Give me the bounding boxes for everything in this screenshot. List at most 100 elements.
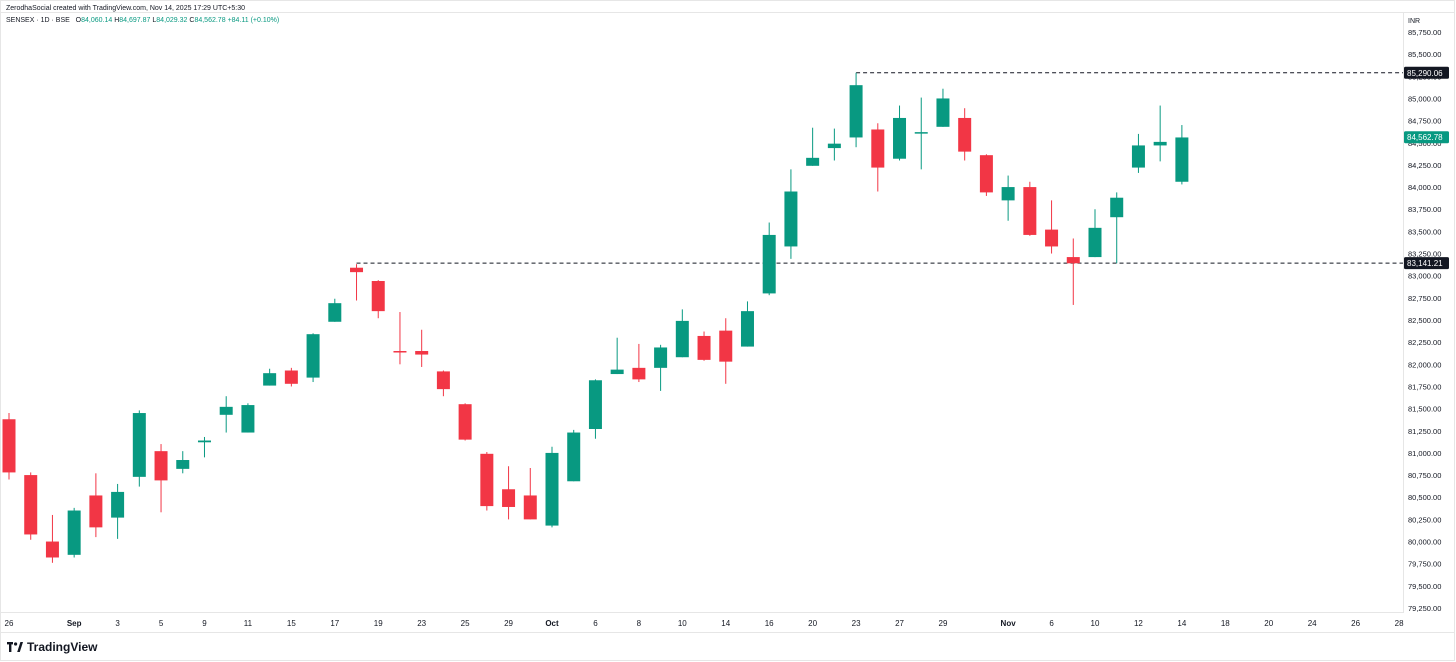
x-tick-label: 23 (852, 619, 861, 628)
candle-body[interactable] (154, 451, 168, 481)
candle-body[interactable] (350, 267, 364, 273)
x-tick-label: 9 (202, 619, 207, 628)
candle-body[interactable] (784, 191, 798, 247)
price-axis[interactable]: 85,750.0085,500.0085,250.0085,000.0084,7… (1408, 28, 1441, 613)
open-label: O (75, 17, 82, 24)
candle-body[interactable] (914, 132, 928, 134)
y-tick-label: 80,750.00 (1408, 471, 1441, 480)
candle-body[interactable] (588, 380, 602, 429)
candle-body[interactable] (1001, 187, 1015, 201)
candle-body[interactable] (284, 370, 298, 384)
candle-body[interactable] (827, 143, 841, 149)
ohlc-legend: SENSEX · 1D · BSE O84,060.14 H84,697.87 … (6, 17, 279, 24)
candle-body[interactable] (762, 234, 776, 294)
y-tick-label: 85,500.00 (1408, 50, 1441, 59)
candle-body[interactable] (1066, 257, 1080, 264)
price-tag-box (1404, 131, 1449, 144)
candle-body[interactable] (306, 334, 320, 378)
candle-body[interactable] (958, 117, 972, 152)
candle-body[interactable] (610, 369, 624, 375)
candle-body[interactable] (458, 404, 472, 440)
tradingview-logo-text: TradingView (27, 640, 98, 654)
candle-body[interactable] (45, 541, 59, 558)
candle-body[interactable] (502, 489, 516, 507)
y-tick-label: 83,250.00 (1408, 250, 1441, 259)
candle-body[interactable] (871, 129, 885, 168)
candle-body[interactable] (67, 510, 81, 555)
x-tick-label: 17 (330, 619, 339, 628)
candle-body[interactable] (523, 495, 537, 520)
candle-body[interactable] (545, 452, 559, 526)
candle-body[interactable] (480, 453, 494, 507)
candle-body[interactable] (393, 351, 407, 353)
horizontal-levels (356, 72, 1404, 264)
y-tick-label: 80,250.00 (1408, 515, 1441, 524)
tradingview-brand[interactable]: TradingView (7, 640, 97, 654)
candle-body[interactable] (111, 491, 125, 518)
x-tick-label: 5 (159, 619, 164, 628)
x-tick-label: 14 (721, 619, 730, 628)
y-tick-label: 84,750.00 (1408, 117, 1441, 126)
candle-body[interactable] (197, 440, 211, 443)
price-tag-box (1404, 66, 1449, 79)
candle-body[interactable] (1131, 145, 1145, 168)
candle-body[interactable] (2, 419, 16, 473)
candlestick-chart[interactable]: INR 85,750.0085,500.0085,250.0085,000.00… (0, 0, 1456, 632)
candle-body[interactable] (132, 413, 146, 477)
candle-body[interactable] (567, 432, 581, 482)
x-tick-label: Sep (67, 619, 82, 628)
candle-body[interactable] (1088, 227, 1102, 258)
candles-group (2, 72, 1189, 563)
candle-body[interactable] (1110, 197, 1124, 218)
candle-body[interactable] (371, 281, 385, 312)
candle-body[interactable] (415, 351, 429, 355)
tradingview-logo-icon (7, 642, 23, 652)
candle-body[interactable] (893, 117, 907, 159)
x-tick-label: 18 (1221, 619, 1230, 628)
candle-body[interactable] (241, 405, 255, 433)
candle-body[interactable] (1023, 187, 1037, 235)
price-axis-divider (1403, 12, 1404, 612)
candle-body[interactable] (936, 98, 950, 127)
candle-body[interactable] (219, 406, 233, 415)
candle-body[interactable] (1045, 229, 1059, 247)
candle-body[interactable] (697, 335, 711, 360)
x-tick-label: 6 (593, 619, 598, 628)
x-tick-label: 14 (1177, 619, 1186, 628)
time-axis-divider (0, 612, 1404, 613)
symbol-label[interactable]: SENSEX · 1D · BSE (6, 17, 70, 24)
candle-body[interactable] (1153, 141, 1167, 146)
x-tick-label: 29 (939, 619, 948, 628)
candle-body[interactable] (740, 311, 754, 347)
candle-body[interactable] (436, 371, 450, 390)
low-value: 84,029.32 (156, 17, 188, 24)
candle-body[interactable] (675, 320, 689, 358)
candle-body[interactable] (632, 367, 646, 380)
high-label: H (114, 17, 120, 24)
price-tag-label: 84,562.78 (1407, 133, 1443, 142)
y-tick-label: 83,500.00 (1408, 227, 1441, 236)
time-axis[interactable]: 26 Sep 3 5 9 11 15 17 19 23 25 29 Oct 6 8 10 14 16 20 23 27 2… (5, 619, 1405, 628)
x-tick-label: 16 (765, 619, 774, 628)
candle-body[interactable] (1175, 137, 1189, 182)
candle-body[interactable] (24, 475, 38, 535)
candle-body[interactable] (328, 303, 342, 322)
candle-body[interactable] (176, 460, 190, 469)
candle-body[interactable] (654, 347, 668, 368)
x-tick-label: 20 (1264, 619, 1273, 628)
x-tick-label: 26 (1351, 619, 1360, 628)
y-tick-label: 80,000.00 (1408, 538, 1441, 547)
creator-credit: ZerodhaSocial created with TradingView.c… (6, 5, 245, 12)
candle-body[interactable] (849, 85, 863, 138)
candle-body[interactable] (719, 330, 733, 362)
candle-body[interactable] (979, 155, 993, 193)
currency-label: INR (1408, 18, 1420, 25)
candle-body[interactable] (89, 495, 103, 528)
x-tick-label: Nov (1001, 619, 1017, 628)
candle-body[interactable] (263, 373, 277, 386)
candle-body[interactable] (806, 157, 820, 166)
change-value: +84.11 (+0.10%) (227, 17, 280, 24)
y-tick-label: 82,500.00 (1408, 316, 1441, 325)
y-tick-label: 85,750.00 (1408, 28, 1441, 37)
